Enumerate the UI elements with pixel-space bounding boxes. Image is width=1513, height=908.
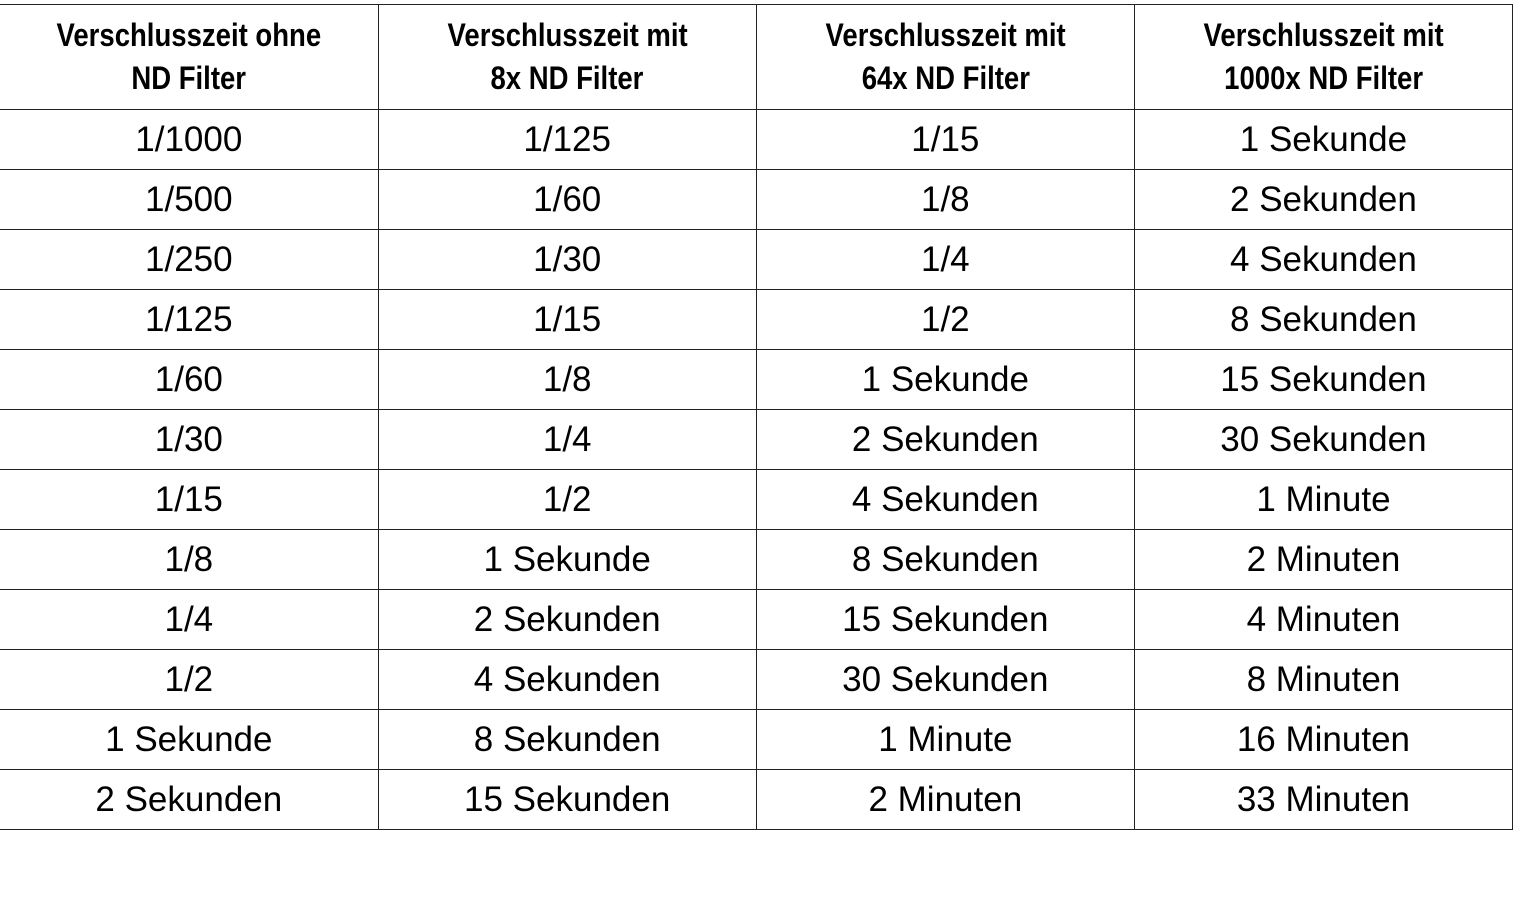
column-header-line: Verschlusszeit ohne: [56, 17, 322, 53]
table-row: 1/4 2 Sekunden 15 Sekunden 4 Minuten: [0, 589, 1513, 650]
table-cell: 1/2: [755, 289, 1135, 350]
table-cell: 2 Sekunden: [755, 409, 1135, 470]
table-cell: 2 Sekunden: [377, 589, 757, 650]
table-row: 1/15 1/2 4 Sekunden 1 Minute: [0, 469, 1513, 530]
table-row: 1/2 4 Sekunden 30 Sekunden 8 Minuten: [0, 649, 1513, 710]
nd-filter-shutter-table: Verschlusszeit ohne ND Filter Verschlussze…: [0, 4, 1513, 830]
table-cell: 1/250: [0, 229, 379, 290]
table-cell: 1/15: [755, 109, 1135, 170]
table-cell: 1/4: [0, 589, 379, 650]
table-cell: 2 Minuten: [1133, 529, 1513, 590]
table-cell: 1/15: [377, 289, 757, 350]
table-cell: 4 Sekunden: [377, 649, 757, 710]
table-cell: 1/30: [0, 409, 379, 470]
table-row: 1/125 1/15 1/2 8 Sekunden: [0, 289, 1513, 350]
table-cell: 1/4: [377, 409, 757, 470]
table-cell: 1 Sekunde: [0, 709, 379, 770]
column-header-line: Verschlusszeit mit: [1203, 17, 1444, 53]
table-cell: 1/8: [377, 349, 757, 410]
table-row: 1/30 1/4 2 Sekunden 30 Sekunden: [0, 409, 1513, 470]
column-header: Verschlusszeit ohne ND Filter: [0, 4, 379, 110]
table-cell: 1 Sekunde: [377, 529, 757, 590]
table-cell: 1 Sekunde: [755, 349, 1135, 410]
table-cell: 8 Minuten: [1133, 649, 1513, 710]
column-header-line: Verschlusszeit mit: [825, 17, 1066, 53]
table-cell: 1 Minute: [755, 709, 1135, 770]
table-cell: 8 Sekunden: [1133, 289, 1513, 350]
column-header-line: 1000x ND Filter: [1224, 60, 1423, 96]
table-cell: 8 Sekunden: [377, 709, 757, 770]
table-row: 1/250 1/30 1/4 4 Sekunden: [0, 229, 1513, 290]
table-cell: 1/60: [377, 169, 757, 230]
table-cell: 1/2: [377, 469, 757, 530]
table-cell: 1/30: [377, 229, 757, 290]
table-row: 1/8 1 Sekunde 8 Sekunden 2 Minuten: [0, 529, 1513, 590]
table-cell: 1/8: [0, 529, 379, 590]
table-cell: 1/4: [755, 229, 1135, 290]
table-cell: 15 Sekunden: [1133, 349, 1513, 410]
table-cell: 1/125: [0, 289, 379, 350]
table-cell: 1/60: [0, 349, 379, 410]
table-cell: 1/1000: [0, 109, 379, 170]
table-cell: 1/500: [0, 169, 379, 230]
table-cell: 30 Sekunden: [1133, 409, 1513, 470]
column-header: Verschlusszeit mit 8x ND Filter: [377, 4, 757, 110]
table-cell: 8 Sekunden: [755, 529, 1135, 590]
table-cell: 1/8: [755, 169, 1135, 230]
table-row: 1/500 1/60 1/8 2 Sekunden: [0, 169, 1513, 230]
table-cell: 2 Sekunden: [1133, 169, 1513, 230]
table-cell: 16 Minuten: [1133, 709, 1513, 770]
column-header-line: 8x ND Filter: [490, 60, 644, 96]
header-row: Verschlusszeit ohne ND Filter Verschlussze…: [0, 4, 1513, 110]
column-header: Verschlusszeit mit 64x ND Filter: [755, 4, 1135, 110]
table-cell: 2 Minuten: [755, 769, 1135, 830]
column-header-line: ND Filter: [131, 60, 247, 96]
table-cell: 4 Minuten: [1133, 589, 1513, 650]
table-row: 1 Sekunde 8 Sekunden 1 Minute 16 Minuten: [0, 709, 1513, 770]
table-cell: 1 Minute: [1133, 469, 1513, 530]
table-row: 1/1000 1/125 1/15 1 Sekunde: [0, 109, 1513, 170]
table-cell: 1/15: [0, 469, 379, 530]
table-cell: 2 Sekunden: [0, 769, 379, 830]
table-cell: 1 Sekunde: [1133, 109, 1513, 170]
table-cell: 1/125: [377, 109, 757, 170]
table-cell: 30 Sekunden: [755, 649, 1135, 710]
column-header: Verschlusszeit mit 1000x ND Filter: [1133, 4, 1513, 110]
table-row: 2 Sekunden 15 Sekunden 2 Minuten 33 Minuten: [0, 769, 1513, 830]
table-cell: 33 Minuten: [1133, 769, 1513, 830]
table-cell: 1/2: [0, 649, 379, 710]
table-cell: 4 Sekunden: [755, 469, 1135, 530]
table-cell: 15 Sekunden: [377, 769, 757, 830]
table-cell: 15 Sekunden: [755, 589, 1135, 650]
table-row: 1/60 1/8 1 Sekunde 15 Sekunden: [0, 349, 1513, 410]
table-cell: 4 Sekunden: [1133, 229, 1513, 290]
column-header-line: 64x ND Filter: [861, 60, 1030, 96]
column-header-line: Verschlusszeit mit: [447, 17, 688, 53]
